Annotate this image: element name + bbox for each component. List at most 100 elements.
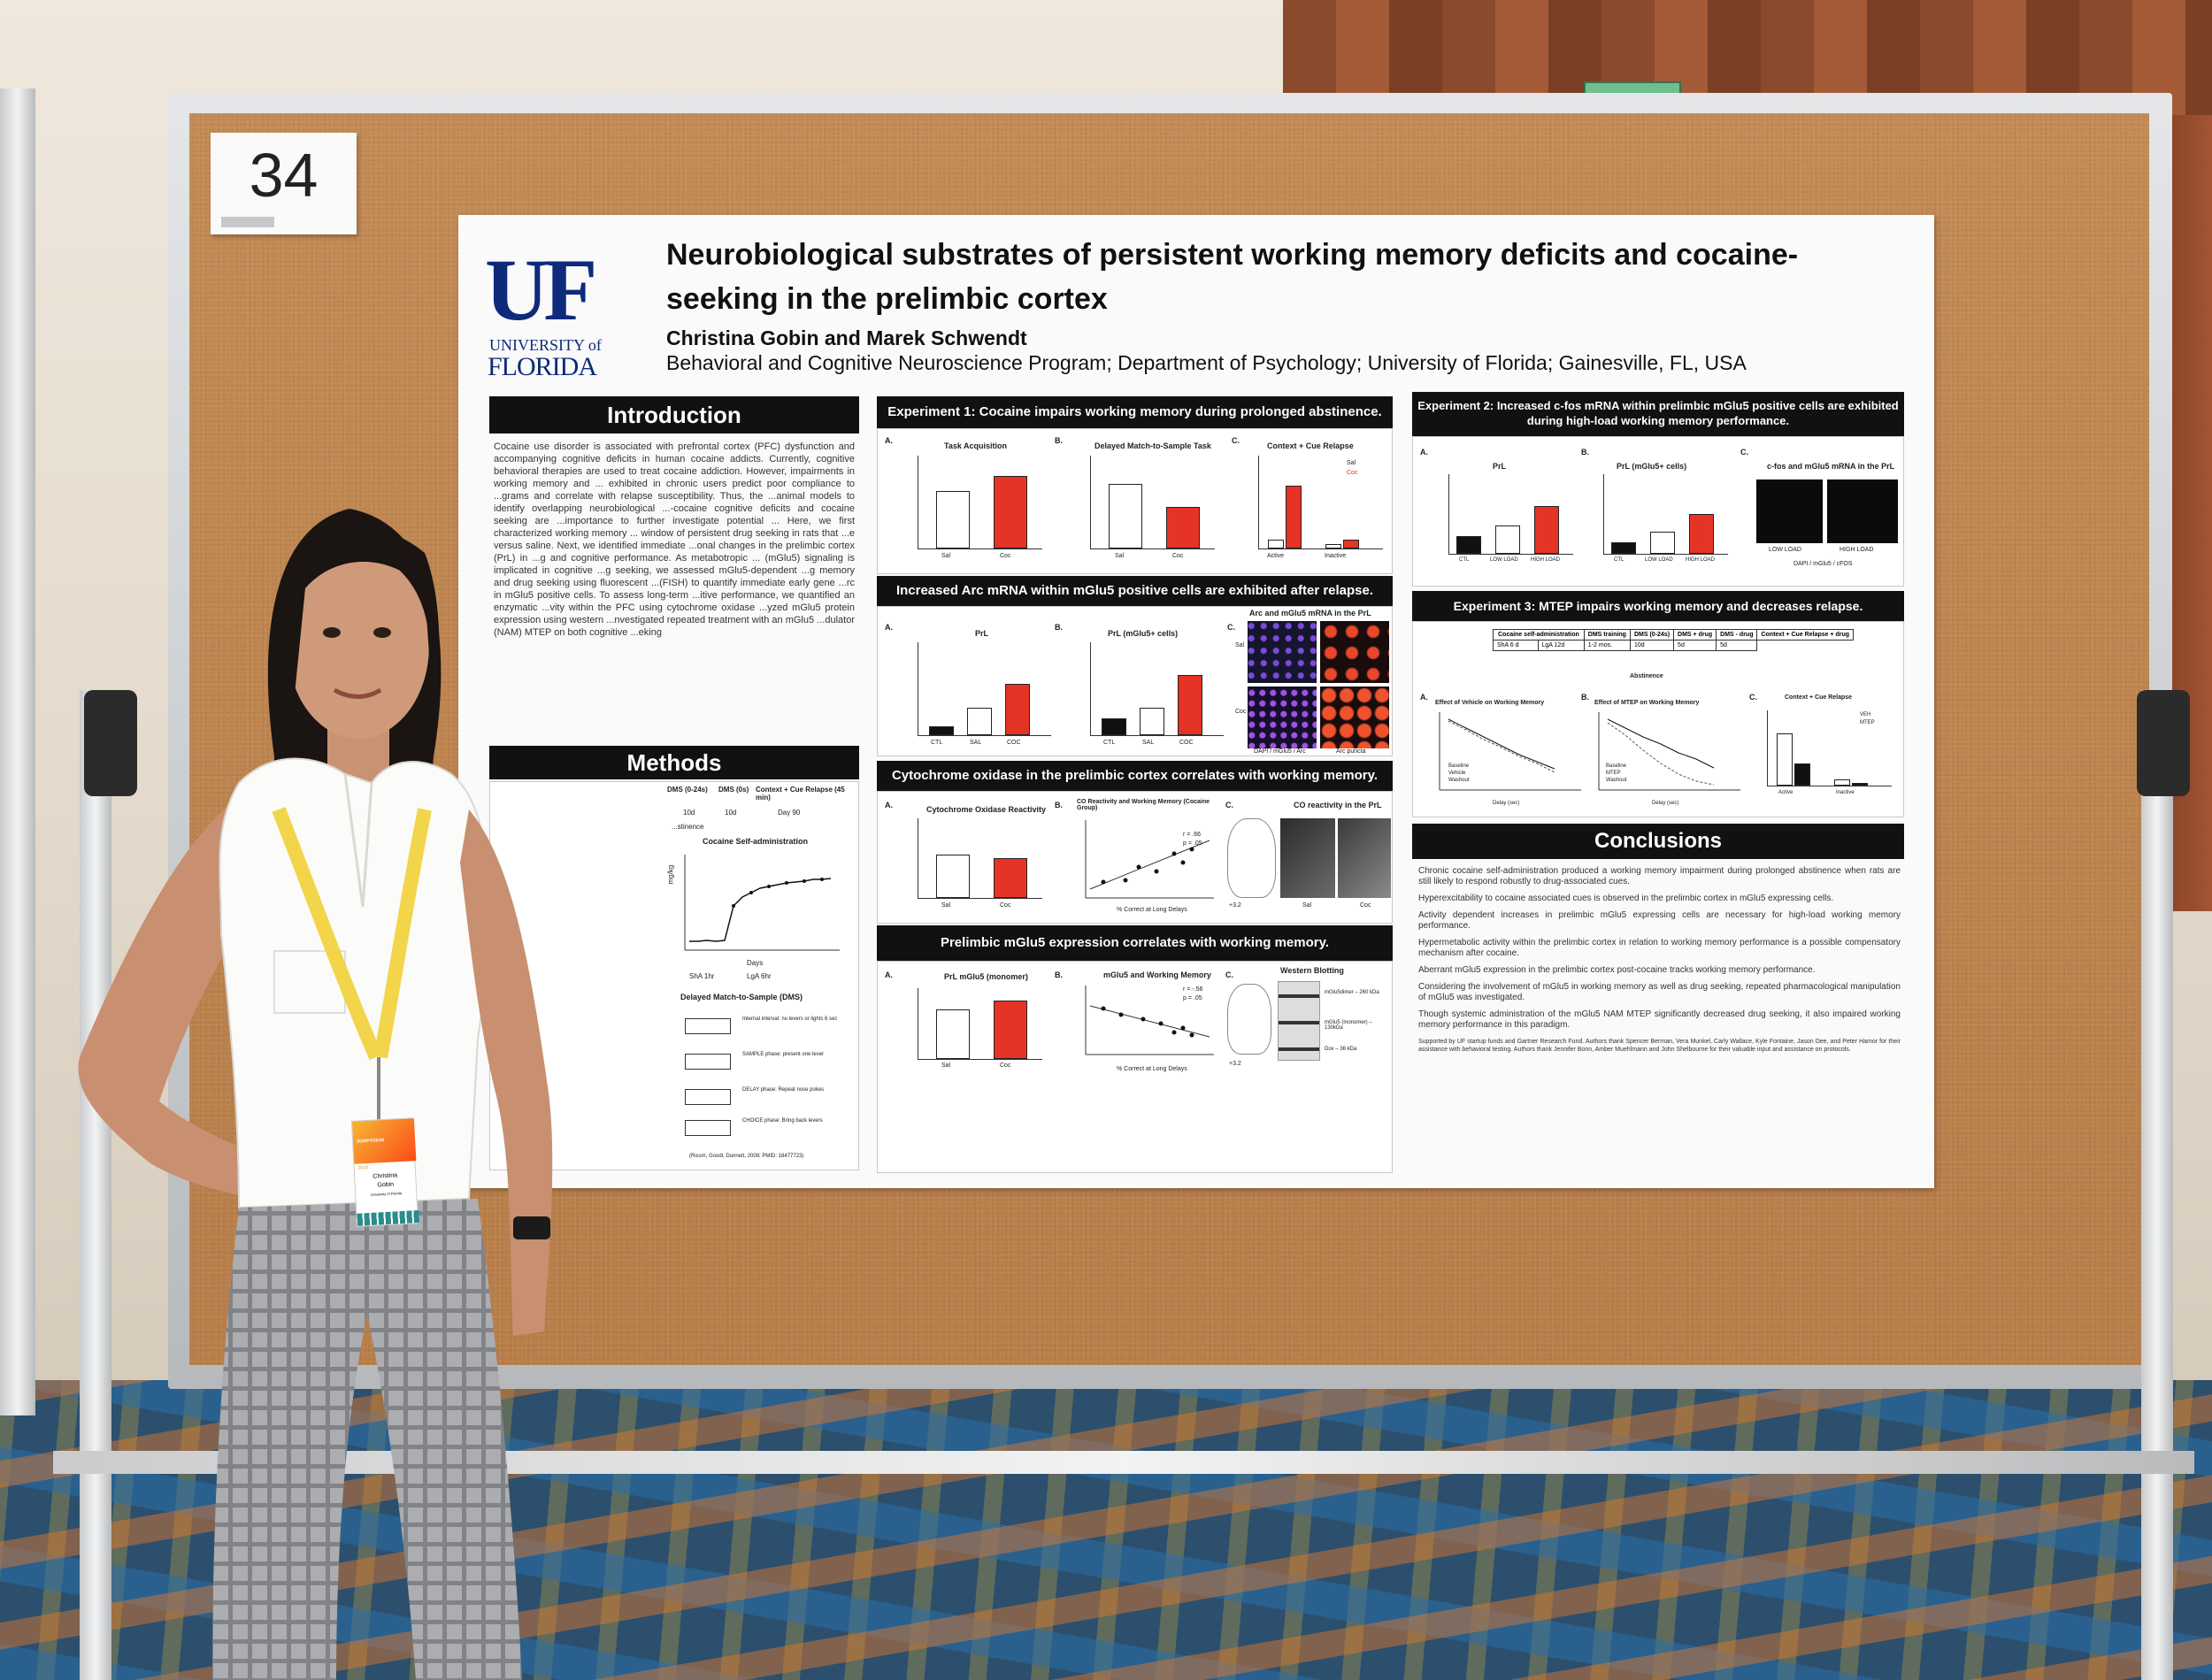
badge-last-name: Gobin — [377, 1181, 395, 1189]
methods-cell-4: 10d — [683, 809, 695, 817]
methods-phase-lga: LgA 6hr — [747, 972, 772, 980]
exp3-head-6: Context + Cue Relapse + drug — [1756, 629, 1855, 641]
exp1-a-title: Task Acquisition — [944, 441, 1008, 450]
exp3-a-xlabel: Delay (sec) — [1493, 801, 1520, 806]
exp2-b-cat-ctl: CTL — [1614, 557, 1624, 563]
neighbor-board-edge — [0, 88, 35, 1415]
arc-caption-right: Arc puncta — [1336, 748, 1366, 755]
exp1-b-bar-coc — [1166, 506, 1200, 548]
exp1-b-chart — [1090, 456, 1215, 549]
exp3-head-3: DMS (0-24s) — [1629, 629, 1675, 641]
mglu5-b-xlabel: % Correct at Long Delays — [1117, 1066, 1187, 1072]
arc-heading: Increased Arc mRNA within mGlu5 positive… — [877, 576, 1393, 606]
exp1-a-bar-sal — [936, 490, 970, 548]
poster-affiliation: Behavioral and Cognitive Neuroscience Pr… — [666, 351, 1747, 374]
exp2-b-bar-low — [1650, 531, 1675, 554]
arc-a-bar-coc — [1005, 684, 1030, 735]
arc-c-title: Arc and mGlu5 mRNA in the PrL — [1249, 609, 1371, 618]
methods-dms-diagram — [680, 1014, 733, 1147]
exp2-a-bar-high — [1534, 506, 1559, 554]
arc-a-bar-sal — [967, 707, 992, 735]
cox-a-bar-coc — [994, 858, 1027, 898]
mglu5-panel: A. PrL mGlu5 (monomer) Sal Coc B. mGlu5 … — [877, 961, 1393, 1173]
exp3-c-title: Context + Cue Relapse — [1785, 694, 1853, 701]
exp2-b-bar-high — [1689, 514, 1714, 554]
methods-dms-step-3: DELAY phase: Repeat nose pokes — [742, 1087, 825, 1093]
exp3-b-legend-3: Washout — [1606, 778, 1627, 783]
cox-a-tag: A. — [885, 801, 893, 809]
cox-b-scatter — [1085, 820, 1214, 899]
exp3-c-cat-active: Active — [1778, 790, 1793, 795]
western-blot-image — [1278, 981, 1320, 1061]
exp3-head-4: DMS + drug — [1673, 629, 1717, 641]
arc-b-cat-ctl: CTL — [1103, 740, 1116, 746]
board-stand-left-leg — [80, 690, 111, 1680]
uf-logo: UF UNIVERSITY of FLORIDA — [485, 246, 618, 387]
exp2-b-chart — [1603, 474, 1728, 555]
exp2-a-cat-ctl: CTL — [1459, 557, 1470, 563]
methods-dms-step-1: Internal interval: no levers or lights 6… — [742, 1016, 838, 1022]
exp3-a-tag: A. — [1420, 693, 1428, 702]
arc-row-sal: Sal — [1235, 642, 1245, 648]
cox-b-tag: B. — [1055, 801, 1063, 809]
mglu5-b-stat-r: r = -.56 — [1183, 986, 1203, 993]
exp1-c-bar-active-sal — [1268, 539, 1284, 548]
cox-heading: Cytochrome oxidase in the prelimbic cort… — [877, 761, 1393, 791]
exp2-c-tag: C. — [1740, 448, 1748, 456]
exp1-c-chart — [1258, 456, 1383, 549]
arc-row-coc: Coc — [1235, 709, 1247, 715]
cox-b-title: CO Reactivity and Working Memory (Cocain… — [1077, 799, 1210, 811]
arc-b-bar-sal — [1140, 707, 1164, 735]
poster-authors: Christina Gobin and Marek Schwendt — [666, 326, 1027, 349]
exp3-a-legend-2: Vehicle — [1448, 771, 1466, 776]
methods-cell-6: Day 90 — [778, 809, 801, 817]
exp2-low-load-image — [1756, 479, 1823, 543]
badge-org: University of Florida — [370, 1191, 403, 1197]
exp3-b-legend-1: Baseline — [1606, 763, 1627, 769]
cox-img-coc: Coc — [1360, 902, 1371, 909]
cox-bregma: +3.2 — [1229, 902, 1241, 909]
methods-self-admin-chart — [684, 855, 840, 951]
arc-b-title: PrL (mGlu5+ cells) — [1108, 629, 1179, 638]
arc-c-tag: C. — [1227, 623, 1235, 632]
cox-c-tag: C. — [1225, 801, 1233, 809]
conclusion-2: Hyperexcitability to cocaine associated … — [1418, 894, 1834, 903]
mglu5-brain-atlas — [1227, 984, 1271, 1055]
exp1-a-chart — [918, 456, 1042, 549]
exp3-cell-6: 5d — [1716, 640, 1758, 651]
exp3-c-tag: C. — [1749, 693, 1757, 702]
cox-b-xlabel: % Correct at Long Delays — [1117, 907, 1187, 913]
conclusions-heading: Conclusions — [1412, 824, 1904, 859]
exp3-c-bar-inactive-mtep — [1852, 782, 1868, 786]
methods-cell-5: 10d — [725, 809, 737, 817]
mglu5-a-title: PrL mGlu5 (monomer) — [944, 972, 1028, 981]
exp3-cell-1: ShA 6 d — [1493, 640, 1539, 651]
name-badge: SUMPOSIUM 2018 Christina Gobin Universit… — [350, 1117, 420, 1227]
methods-cell-3: Context + Cue Relapse (45 min) — [756, 786, 845, 802]
mglu5-b-title: mGlu5 and Working Memory — [1103, 970, 1211, 979]
exp2-panel: A. PrL CTL LOW LOAD HIGH LOAD B. PrL (mG… — [1412, 436, 1904, 587]
exp3-b-title: Effect of MTEP on Working Memory — [1594, 700, 1700, 706]
exp2-c-title: c-fos and mGlu5 mRNA in the PrL — [1767, 462, 1895, 471]
exp1-c-cat-active: Active — [1267, 553, 1285, 559]
exp3-b-tag: B. — [1581, 693, 1589, 702]
board-clamp-right — [2137, 690, 2190, 796]
exp3-abstinence: Abstinence — [1630, 673, 1663, 679]
patterned-carpet — [0, 1380, 2212, 1680]
exp1-panel: A. Task Acquisition Sal Coc B. Delayed M… — [877, 428, 1393, 574]
exp3-a-legend-1: Baseline — [1448, 763, 1470, 769]
blot-band-dox: Dox – 36 kDa — [1325, 1047, 1357, 1052]
booth-number-card: 34 — [211, 133, 357, 234]
arc-a-title: PrL — [975, 629, 989, 638]
exp3-cell-3: 1-2 mos. — [1583, 640, 1631, 651]
methods-chart-xlabel: Days — [747, 959, 764, 967]
exp1-c-cat-inactive: Inactive — [1325, 553, 1347, 559]
cox-b-stat-r: r = .66 — [1183, 832, 1202, 838]
arc-a-cat-coc: COC — [1007, 740, 1021, 746]
arc-b-cat-coc: COC — [1179, 740, 1194, 746]
methods-dms-step-2: SAMPLE phase: present one lever — [742, 1052, 825, 1057]
presenter-person: SUMPOSIUM 2018 Christina Gobin Universit… — [53, 491, 779, 1680]
exp3-head-1: Cocaine self-administration — [1493, 629, 1585, 641]
exp3-c-legend-veh: VEH — [1860, 712, 1871, 717]
exp2-b-bar-ctl — [1611, 541, 1636, 554]
